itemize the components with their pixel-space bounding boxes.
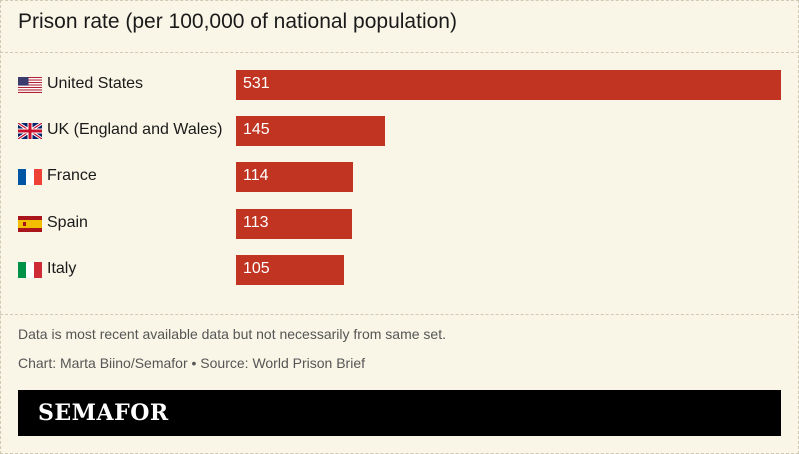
bar: [236, 255, 344, 285]
bar-value-label: 114: [243, 167, 269, 184]
category-label: France: [47, 167, 97, 184]
bar: [236, 70, 781, 100]
top-divider: [0, 52, 799, 53]
source-credit-note: Chart: Marta Biino/Semafor • Source: Wor…: [18, 355, 365, 371]
bar: [236, 162, 353, 192]
us-flag-icon: [18, 77, 42, 93]
category-label: Spain: [47, 214, 88, 231]
bar-value-label: 145: [243, 121, 270, 138]
bar-value-label: 113: [243, 214, 269, 231]
bottom-divider: [0, 314, 799, 315]
category-label: Italy: [47, 260, 77, 277]
category-label: UK (England and Wales): [47, 121, 223, 138]
france-flag-icon: [18, 169, 42, 185]
bar-row: UK (England and Wales) 145: [0, 116, 799, 146]
bar-row: Italy 105: [0, 255, 799, 285]
bar-row: United States 531: [0, 70, 799, 100]
bar-row: France 114: [0, 162, 799, 192]
bar: [236, 209, 352, 239]
category-label: United States: [47, 75, 144, 92]
spain-flag-icon: [18, 216, 42, 232]
semafor-logo: SEMAFOR: [38, 400, 169, 426]
bar-value-label: 531: [243, 75, 270, 92]
bar-value-label: 105: [243, 260, 270, 277]
chart-title: Prison rate (per 100,000 of national pop…: [18, 10, 457, 33]
bar: [236, 116, 385, 146]
bar-row: Spain 113: [0, 209, 799, 239]
brand-footer: SEMAFOR: [18, 390, 781, 436]
data-caveat-note: Data is most recent available data but n…: [18, 326, 446, 342]
uk-flag-icon: [18, 123, 42, 139]
italy-flag-icon: [18, 262, 42, 278]
